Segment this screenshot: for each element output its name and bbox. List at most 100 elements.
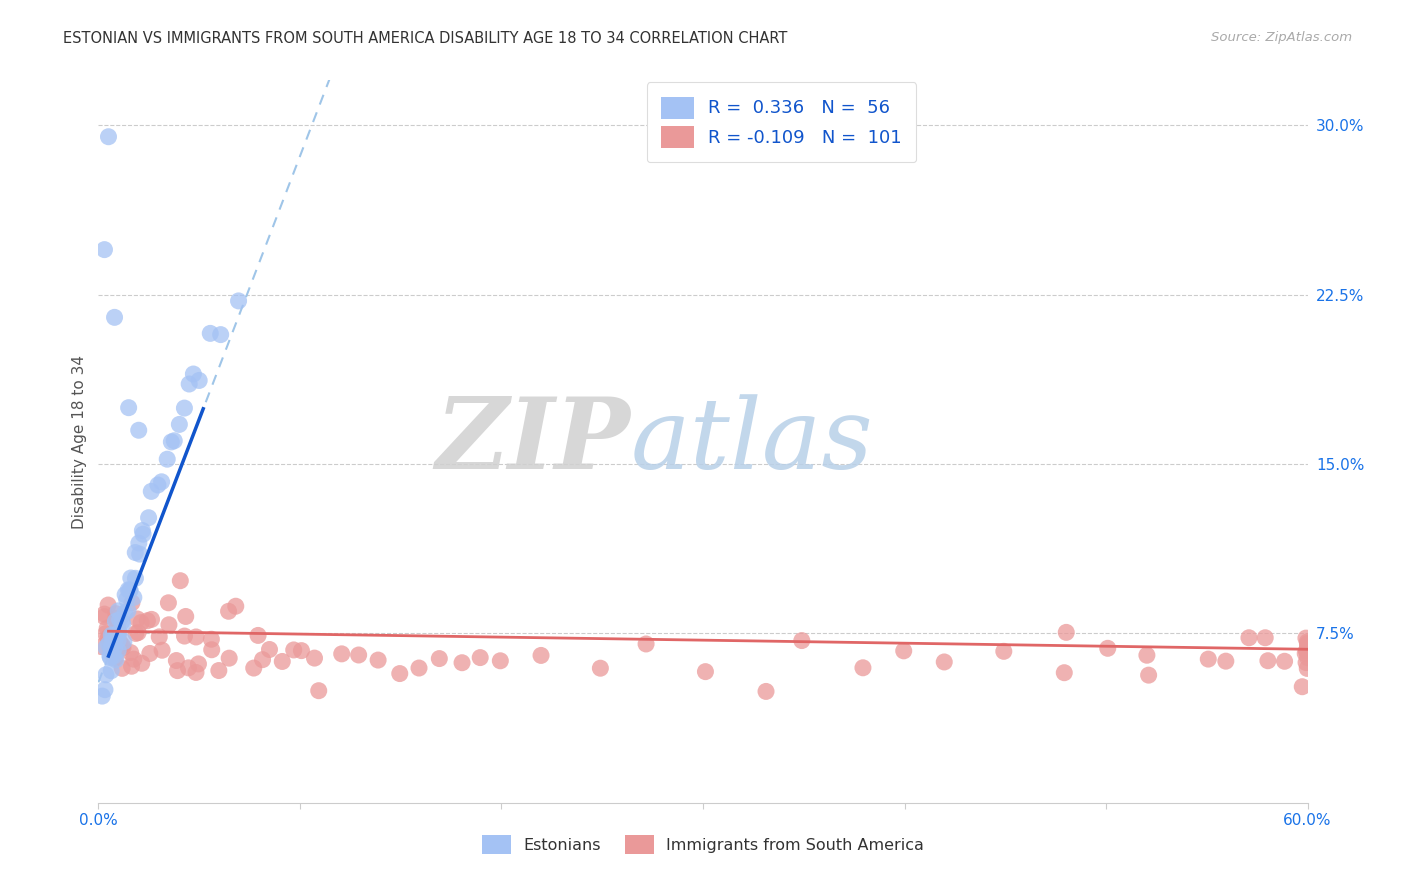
Point [131, 657, 153, 671]
Y-axis label: Disability Age 18 to 34: Disability Age 18 to 34 [72, 354, 87, 529]
Point [150, 643, 173, 657]
Point [94, 667, 117, 681]
Point [117, 604, 139, 618]
Point [470, 650, 492, 665]
Point [124, 571, 146, 585]
Point [1291, 680, 1313, 694]
Point [755, 684, 778, 698]
Point [107, 633, 129, 648]
Point [128, 536, 150, 550]
Point [114, 606, 136, 620]
Point [141, 484, 163, 499]
Point [157, 617, 180, 632]
Text: Source: ZipAtlas.com: Source: ZipAtlas.com [1212, 31, 1353, 45]
Point [91, 689, 114, 703]
Point [188, 374, 211, 388]
Point [636, 637, 658, 651]
Point [1237, 631, 1260, 645]
Point [150, 475, 173, 489]
Point [173, 629, 195, 643]
Point [97, 632, 120, 646]
Point [128, 547, 150, 561]
Point [105, 611, 128, 625]
Point [146, 478, 169, 492]
Point [111, 661, 134, 675]
Point [108, 625, 131, 640]
Point [93, 607, 115, 621]
Point [304, 651, 326, 665]
Point [290, 643, 312, 657]
Point [283, 643, 305, 657]
Point [218, 651, 240, 665]
Point [174, 609, 197, 624]
Point [97, 129, 120, 144]
Text: atlas: atlas [630, 394, 873, 489]
Point [93, 609, 115, 624]
Point [589, 661, 612, 675]
Point [228, 293, 250, 308]
Point [127, 612, 149, 626]
Legend: Estonians, Immigrants from South America: Estonians, Immigrants from South America [470, 822, 936, 867]
Point [1295, 656, 1317, 670]
Point [108, 613, 131, 627]
Point [187, 657, 209, 671]
Point [97, 630, 120, 644]
Point [104, 651, 127, 665]
Point [98, 649, 121, 664]
Point [124, 545, 146, 559]
Point [934, 655, 956, 669]
Point [271, 655, 294, 669]
Point [105, 630, 128, 644]
Point [131, 524, 153, 538]
Point [695, 665, 717, 679]
Point [105, 624, 128, 638]
Point [111, 639, 134, 653]
Point [1197, 652, 1219, 666]
Point [388, 666, 411, 681]
Point [98, 640, 121, 654]
Point [1295, 644, 1317, 658]
Point [118, 401, 141, 415]
Point [139, 647, 162, 661]
Point [97, 637, 120, 651]
Point [993, 644, 1015, 658]
Point [1054, 625, 1077, 640]
Point [330, 647, 353, 661]
Point [122, 652, 145, 666]
Point [117, 582, 139, 597]
Point [104, 607, 127, 621]
Point [790, 633, 813, 648]
Point [200, 632, 222, 647]
Point [1296, 635, 1319, 649]
Point [177, 661, 200, 675]
Point [408, 661, 430, 675]
Point [129, 615, 152, 630]
Point [1296, 650, 1319, 665]
Point [1257, 654, 1279, 668]
Point [1215, 654, 1237, 668]
Point [111, 616, 134, 631]
Point [209, 327, 232, 342]
Point [103, 310, 125, 325]
Point [225, 599, 247, 614]
Point [94, 626, 117, 640]
Point [242, 661, 264, 675]
Text: ESTONIAN VS IMMIGRANTS FROM SOUTH AMERICA DISABILITY AGE 18 TO 34 CORRELATION CH: ESTONIAN VS IMMIGRANTS FROM SOUTH AMERIC… [63, 31, 787, 46]
Text: ZIP: ZIP [436, 393, 630, 490]
Point [112, 634, 135, 648]
Point [111, 615, 134, 629]
Point [100, 637, 122, 651]
Point [111, 640, 134, 655]
Point [489, 654, 512, 668]
Point [114, 588, 136, 602]
Point [347, 648, 370, 662]
Point [120, 571, 142, 585]
Point [104, 615, 127, 629]
Point [1254, 631, 1277, 645]
Point [107, 625, 129, 640]
Point [136, 614, 159, 628]
Point [247, 628, 270, 642]
Point [427, 651, 450, 665]
Point [852, 661, 875, 675]
Point [100, 650, 122, 665]
